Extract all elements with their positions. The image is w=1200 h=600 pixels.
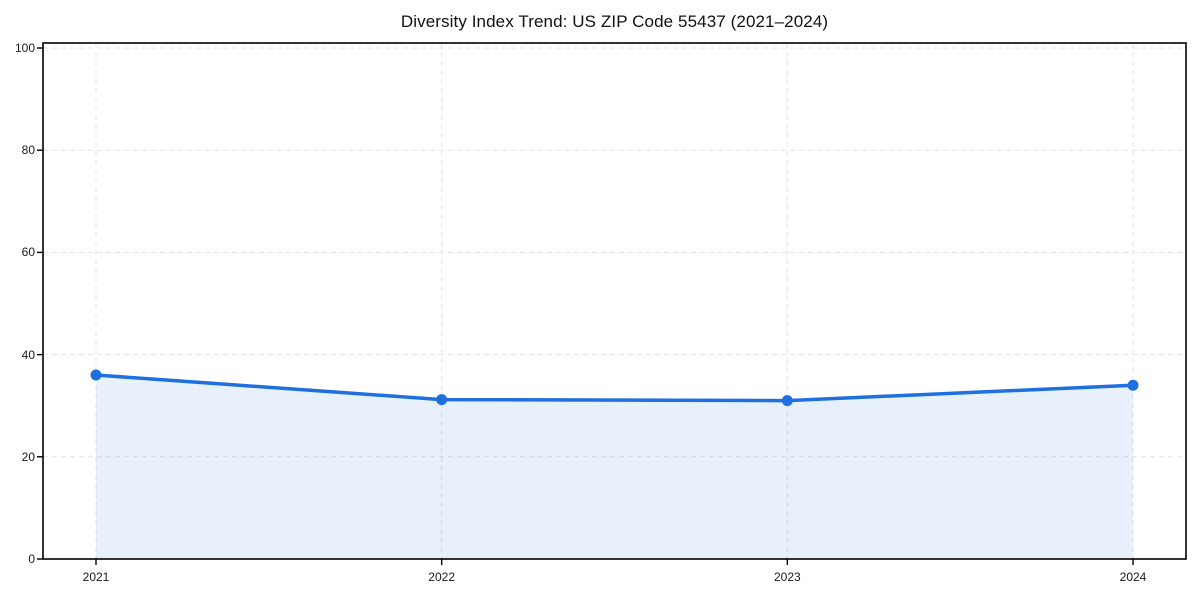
y-tick-label: 80	[21, 143, 35, 158]
x-tick-label: 2024	[1119, 570, 1147, 584]
data-point-marker	[1127, 379, 1139, 391]
data-point-marker	[90, 369, 102, 381]
x-tick-label: 2023	[773, 570, 801, 584]
x-tick-label: 2021	[82, 570, 110, 584]
chart-title: Diversity Index Trend: US ZIP Code 55437…	[400, 12, 829, 31]
x-tick-label: 2022	[428, 570, 455, 584]
y-tick-label: 20	[21, 449, 35, 464]
data-point-marker	[781, 395, 793, 407]
y-tick-label: 40	[21, 347, 35, 362]
y-tick-label: 60	[21, 245, 35, 260]
y-tick-label: 0	[28, 552, 35, 566]
data-point-marker	[436, 394, 448, 406]
trend-line	[94, 373, 1135, 403]
axes-frame	[42, 42, 1187, 560]
area-fill	[96, 375, 1134, 559]
y-tick-label: 100	[14, 41, 35, 55]
